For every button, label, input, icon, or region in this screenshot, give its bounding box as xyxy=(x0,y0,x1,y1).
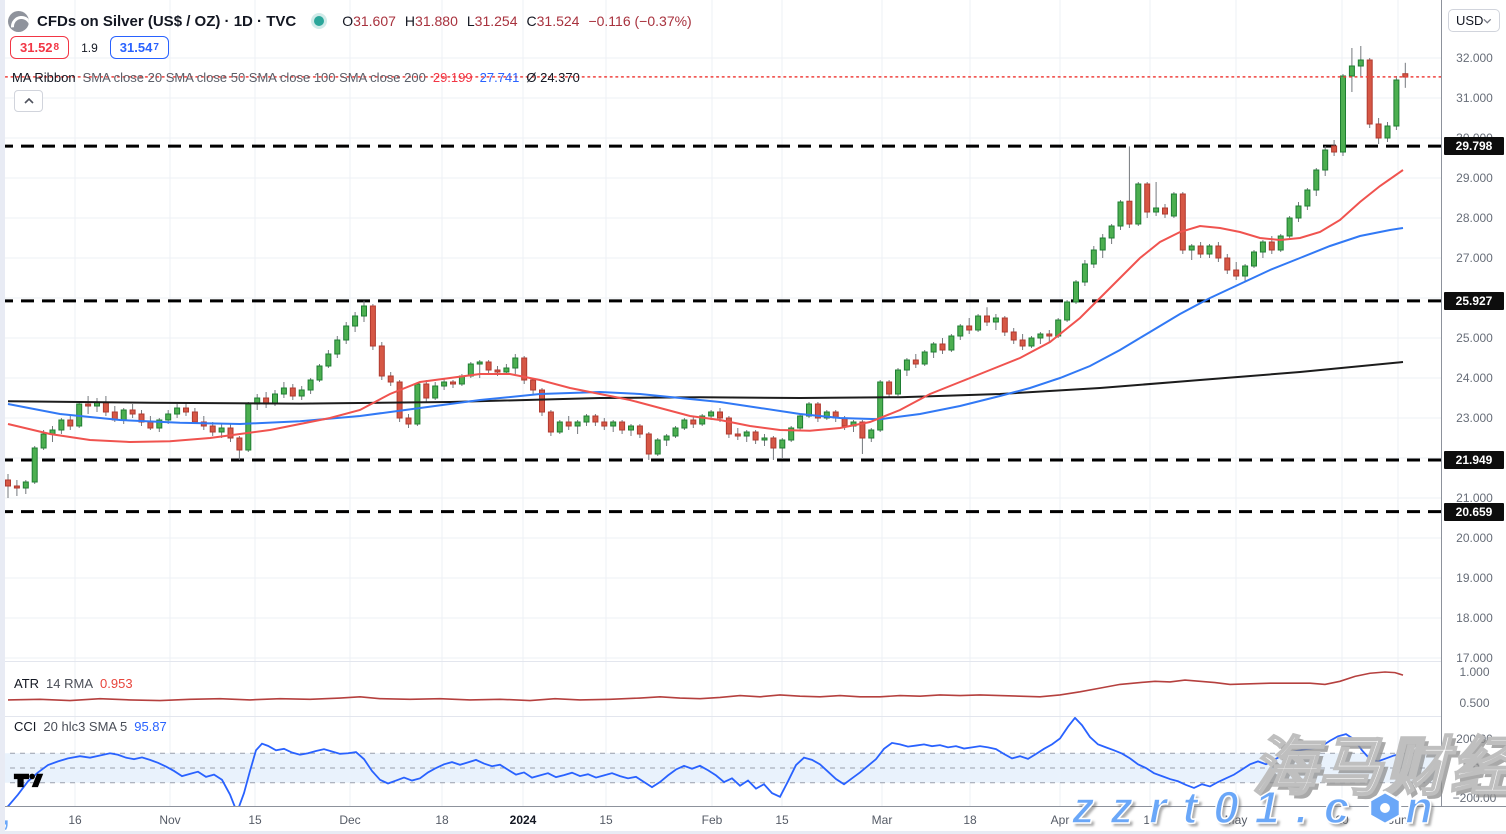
time-tick: 15 xyxy=(599,813,613,827)
price-change: −0.116 (−0.37%) xyxy=(588,13,692,29)
price-tick: 21.000 xyxy=(1456,491,1493,505)
time-tick: 18 xyxy=(435,813,449,827)
time-tick: 15 xyxy=(248,813,262,827)
atr-tick: 0.500 xyxy=(1459,696,1490,710)
ohlc-values: O31.607 H31.880 L31.254 C31.524 −0.116 (… xyxy=(342,13,692,29)
time-tick: Mar xyxy=(871,813,893,827)
level-price-label: 20.659 xyxy=(1444,502,1504,521)
price-tick: 19.000 xyxy=(1456,571,1493,585)
time-tick: 15 xyxy=(1143,813,1157,827)
sma50-value: 27.741 xyxy=(479,69,520,85)
atr-value: 0.953 xyxy=(100,676,133,691)
time-tick: Apr xyxy=(1050,813,1070,827)
pane-separator-atr[interactable] xyxy=(0,661,1506,662)
atr-legend[interactable]: ATR 14 RMA 0.953 xyxy=(14,676,133,691)
collapse-legend-button[interactable] xyxy=(14,90,43,112)
level-price-label: 21.949 xyxy=(1444,451,1504,470)
time-axis[interactable]: 16 Nov 15 Dec 18 2024 15 Feb 15 Mar 18 Apr 15 May 20 Ju… xyxy=(0,806,1506,834)
price-tick: 24.000 xyxy=(1456,371,1493,385)
price-tick: 32.000 xyxy=(1456,51,1493,65)
ma-ribbon-legend[interactable]: MA Ribbon SMA close 20 SMA close 50 SMA … xyxy=(12,69,580,85)
cci-value: 95.87 xyxy=(134,719,167,734)
price-tick: 20.000 xyxy=(1456,531,1493,545)
spread-value: 1.9 xyxy=(81,40,98,55)
time-tick: Nov xyxy=(159,813,181,827)
market-status-dot[interactable] xyxy=(314,16,325,26)
price-tick: 25.000 xyxy=(1456,331,1493,345)
price-axis[interactable]: USD 32.00031.00030.00029.00028.00027.000… xyxy=(1441,0,1506,806)
chevron-down-icon xyxy=(1483,18,1492,24)
window-edge-bottom xyxy=(0,831,1506,834)
time-tick: 20 xyxy=(1335,813,1349,827)
price-tick: 23.000 xyxy=(1456,411,1493,425)
cci-legend[interactable]: CCI 20 hlc3 SMA 5 95.87 xyxy=(14,719,167,734)
level-price-label: 25.927 xyxy=(1444,291,1504,310)
price-tick: 27.000 xyxy=(1456,251,1493,265)
pane-separator-cci[interactable] xyxy=(0,716,1506,717)
buy-button[interactable]: 31.54 7 xyxy=(109,36,169,59)
sell-button[interactable]: 31.52 8 xyxy=(10,36,70,59)
time-tick: Jun xyxy=(1388,813,1408,827)
price-tick: 17.000 xyxy=(1456,651,1493,665)
cci-tick: 0.00 xyxy=(1462,761,1487,775)
chart-title[interactable]: CFDs on Silver (US$ / OZ) · 1D · TVC xyxy=(37,12,297,30)
price-tick: 18.000 xyxy=(1456,611,1493,625)
time-tick: May xyxy=(1224,813,1248,827)
currency-selector[interactable]: USD xyxy=(1448,9,1500,32)
level-price-label: 29.798 xyxy=(1444,137,1504,156)
symbol-logo xyxy=(8,10,29,32)
price-tick: 29.000 xyxy=(1456,171,1493,185)
time-tick: 16 xyxy=(68,813,82,827)
time-tick: Dec xyxy=(339,813,361,827)
time-tick: 2024 xyxy=(509,813,537,827)
sma20-value: 29.199 xyxy=(432,69,473,85)
cci-tick: 200.00 xyxy=(1456,731,1493,746)
chart-canvas[interactable] xyxy=(0,0,1441,806)
price-tick: 28.000 xyxy=(1456,211,1493,225)
chevron-up-icon xyxy=(23,98,34,104)
tradingview-logo[interactable] xyxy=(13,771,45,794)
ma-average-value: Ø 24.370 xyxy=(526,69,580,85)
atr-tick: 1.000 xyxy=(1459,665,1490,679)
window-edge-left xyxy=(0,0,5,834)
price-tick: 31.000 xyxy=(1456,91,1493,105)
cci-tick: −200.00 xyxy=(1452,790,1497,805)
time-tick: 15 xyxy=(775,813,789,827)
time-tick: 18 xyxy=(963,813,977,827)
time-tick: Feb xyxy=(701,813,723,827)
